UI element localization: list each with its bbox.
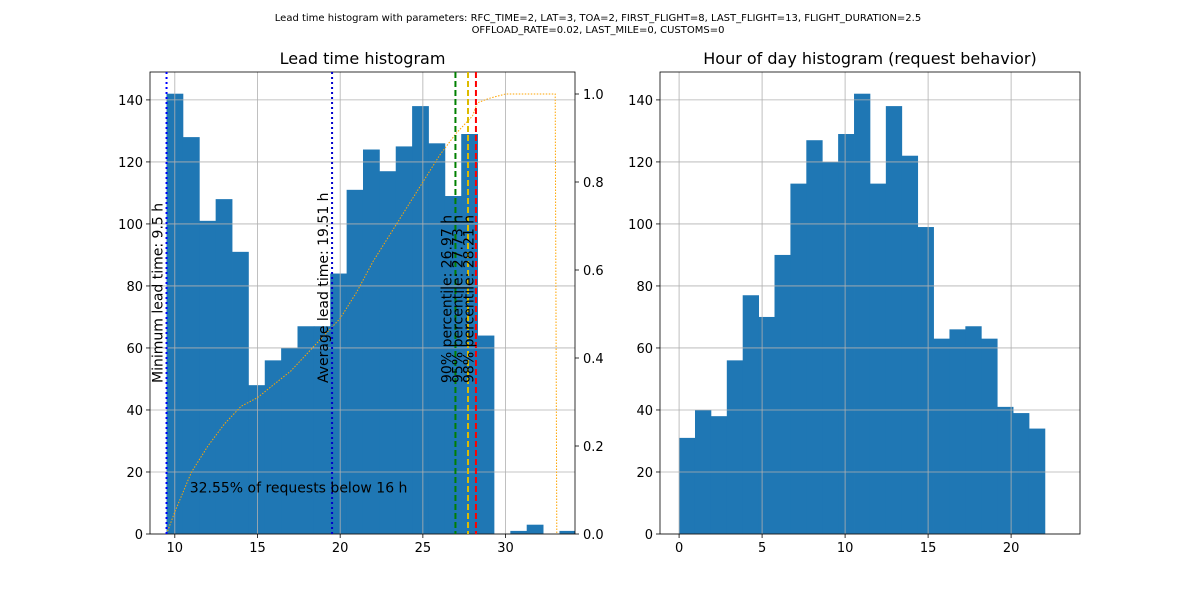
hour-of-day-bar bbox=[838, 134, 855, 534]
hour-of-day-bar bbox=[1028, 428, 1046, 534]
hour-of-day-y-tick-label: 20 bbox=[636, 466, 653, 481]
lead-time-y2-tick-label: 0.8 bbox=[583, 176, 604, 191]
hour-of-day-bar bbox=[997, 406, 1014, 534]
lead-time-bar bbox=[362, 149, 380, 534]
lead-time-y-tick-label: 40 bbox=[126, 404, 143, 419]
lead-time-y2-tick-label: 1.0 bbox=[583, 88, 604, 103]
hour-of-day-bar bbox=[981, 338, 998, 534]
figure-suptitle-line2: OFFLOAD_RATE=0.02, LAST_MILE=0, CUSTOMS=… bbox=[472, 25, 725, 36]
hour-of-day-bar bbox=[869, 183, 887, 534]
lead-time-bar bbox=[379, 171, 397, 534]
hour-of-day-x-tick-label: 20 bbox=[1003, 541, 1020, 556]
lead-time-y-tick-label: 0 bbox=[135, 528, 143, 543]
hour-of-day-bar bbox=[774, 254, 791, 534]
lead-time-grid bbox=[150, 72, 575, 535]
hour-of-day-bar bbox=[742, 295, 760, 534]
hour-of-day-bar bbox=[806, 140, 823, 534]
lead-time-y-tick-label: 120 bbox=[118, 156, 143, 171]
lead-time-bar bbox=[182, 137, 200, 534]
hour-of-day-y-tick-label: 100 bbox=[628, 218, 653, 233]
hour-of-day-y-tick-label: 40 bbox=[636, 404, 653, 419]
hour-of-day-bar bbox=[854, 93, 871, 534]
lead-time-bar bbox=[248, 385, 266, 534]
lead-time-y2-tick-label: 0.6 bbox=[583, 264, 604, 279]
hour-of-day-y-tick-label: 140 bbox=[628, 94, 653, 109]
lead-time-bar bbox=[330, 273, 348, 534]
lead-time-y2-tick-label: 0.0 bbox=[583, 528, 604, 543]
below-16h-annotation: 32.55% of requests below 16 h bbox=[190, 480, 408, 496]
p98-label: 98% percentile: 28.21 h bbox=[461, 215, 477, 383]
lead-time-bar bbox=[313, 326, 331, 534]
hour-of-day-bars bbox=[679, 93, 1046, 534]
lead-time-bars bbox=[166, 93, 575, 534]
hour-of-day-bar bbox=[933, 338, 950, 534]
hour-of-day-bar bbox=[790, 183, 807, 534]
lead-time-x-tick-label: 10 bbox=[167, 541, 184, 556]
lead-time-bar bbox=[444, 196, 462, 534]
lead-time-x-tick-label: 15 bbox=[249, 541, 266, 556]
hour-of-day-bar bbox=[758, 316, 775, 534]
lead-time-bar bbox=[232, 251, 249, 534]
hour-of-day-bar bbox=[1013, 413, 1030, 534]
lead-time-bar bbox=[461, 134, 478, 534]
hour-of-day-y-tick-label: 0 bbox=[645, 528, 653, 543]
cumulative-share-line bbox=[166, 93, 558, 534]
hour-of-day-x-tick-label: 10 bbox=[837, 541, 854, 556]
figure-suptitle-line1: Lead time histogram with parameters: RFC… bbox=[275, 13, 921, 24]
hour-of-day-bar bbox=[726, 360, 744, 534]
hour-of-day-y-tick-label: 80 bbox=[636, 280, 653, 295]
lead-time-bar bbox=[559, 530, 575, 534]
min-lead-time-label: Minimum lead time: 9.5 h bbox=[151, 203, 167, 383]
lead-time-bar bbox=[477, 335, 495, 534]
hour-of-day-histogram-chart: 0 5 10 15 20 0 20 40 60 80 100 120 140 Hour of day hi… bbox=[628, 49, 1081, 556]
lead-time-y2-tick-label: 0.4 bbox=[583, 352, 604, 367]
hour-of-day-y-tick-label: 60 bbox=[636, 342, 653, 357]
lead-time-bar bbox=[215, 199, 233, 534]
lead-time-y-tick-label: 80 bbox=[126, 280, 143, 295]
hour-of-day-x-tick-label: 0 bbox=[675, 541, 683, 556]
hour-of-day-bar bbox=[885, 106, 903, 534]
hour-of-day-bar bbox=[949, 329, 966, 534]
lead-time-bar bbox=[412, 106, 429, 534]
p90-label: 90% percentile: 26.97 h bbox=[439, 215, 455, 383]
lead-time-x-tick-label: 25 bbox=[415, 541, 432, 556]
lead-time-y-tick-label: 140 bbox=[118, 94, 143, 109]
average-lead-time-label: Average lead time: 19.51 h bbox=[316, 192, 332, 383]
hour-of-day-bar bbox=[917, 227, 934, 534]
lead-time-bar bbox=[264, 360, 282, 534]
lead-time-bar bbox=[297, 326, 315, 534]
hour-of-day-x-tick-label: 15 bbox=[920, 541, 937, 556]
lead-time-bar bbox=[199, 220, 217, 534]
hour-of-day-x-tick-label: 5 bbox=[758, 541, 766, 556]
hour-of-day-y-tick-label: 120 bbox=[628, 156, 653, 171]
lead-time-x-tick-label: 30 bbox=[497, 541, 514, 556]
hour-of-day-bar bbox=[901, 155, 919, 534]
lead-time-axes-frame bbox=[149, 71, 576, 535]
lead-time-bar bbox=[395, 146, 413, 534]
lead-time-bar bbox=[346, 189, 364, 534]
lead-time-x-tick-label: 20 bbox=[332, 541, 349, 556]
lead-time-title: Lead time histogram bbox=[280, 49, 446, 68]
lead-time-bar bbox=[526, 524, 544, 534]
lead-time-bar bbox=[428, 143, 446, 534]
lead-time-y-tick-label: 20 bbox=[126, 466, 143, 481]
hour-of-day-bar bbox=[710, 416, 728, 534]
hour-of-day-axes-frame bbox=[659, 71, 1081, 535]
hour-of-day-title: Hour of day histogram (request behavior) bbox=[703, 49, 1036, 68]
hour-of-day-bar bbox=[965, 326, 982, 534]
lead-time-y-tick-label: 100 bbox=[118, 218, 143, 233]
hour-of-day-bar bbox=[679, 437, 696, 534]
lead-time-y-tick-label: 60 bbox=[126, 342, 143, 357]
lead-time-bar bbox=[281, 347, 298, 534]
p95-label: 95% percentile: 27.73 h bbox=[450, 215, 466, 383]
lead-time-bar bbox=[510, 530, 528, 534]
lead-time-y2-tick-label: 0.2 bbox=[583, 440, 604, 455]
lead-time-histogram-chart: 10 15 20 25 30 0 20 40 60 80 100 120 140 Lead time hi… bbox=[118, 49, 604, 556]
